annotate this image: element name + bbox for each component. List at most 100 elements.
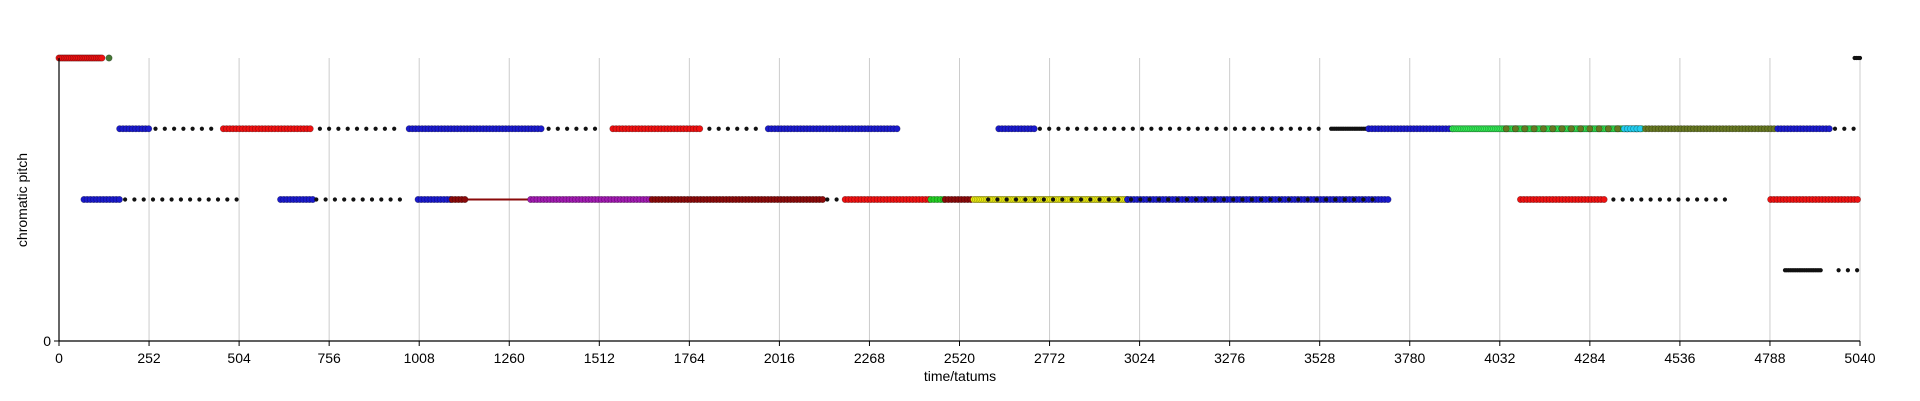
data-point: [153, 126, 158, 131]
data-point: [1140, 126, 1145, 131]
data-point: [1818, 268, 1823, 273]
data-point: [1667, 197, 1672, 202]
data-point: [1268, 197, 1273, 202]
data-point: [306, 125, 314, 133]
x-tick-label: 4284: [1574, 350, 1605, 366]
x-tick-label: 756: [317, 350, 341, 366]
x-tick-label: 5040: [1844, 350, 1875, 366]
data-point: [209, 126, 214, 131]
data-point: [1116, 197, 1121, 202]
data-point: [382, 126, 387, 131]
data-point: [314, 197, 319, 202]
data-point: [351, 197, 356, 202]
data-point: [1128, 197, 1134, 202]
data-point: [1567, 125, 1575, 133]
data-point: [388, 197, 393, 202]
data-point: [345, 126, 350, 131]
data-point: [181, 126, 186, 131]
x-tick-label: 3024: [1124, 350, 1155, 366]
data-point: [995, 197, 1000, 202]
x-tick-label: 504: [227, 350, 251, 366]
y-axis-label: chromatic pitch: [14, 153, 30, 247]
data-point: [986, 197, 991, 202]
data-point: [1857, 55, 1863, 61]
data-point: [169, 197, 174, 202]
data-point: [1845, 268, 1850, 273]
data-point: [546, 126, 551, 131]
data-point: [1106, 197, 1111, 202]
data-point: [707, 126, 712, 131]
data-point: [537, 125, 545, 133]
x-tick-label: 3528: [1304, 350, 1335, 366]
data-point: [1314, 197, 1319, 202]
data-point: [1259, 197, 1264, 202]
data-point: [1260, 126, 1265, 131]
data-point: [160, 197, 165, 202]
data-point: [323, 197, 328, 202]
data-point: [1069, 197, 1074, 202]
x-tick-label: 2016: [764, 350, 795, 366]
data-point: [1614, 125, 1622, 133]
data-point: [1539, 125, 1547, 133]
data-point: [178, 197, 183, 202]
data-point: [1832, 126, 1838, 131]
data-point: [162, 126, 167, 131]
x-tick-label: 4788: [1754, 350, 1785, 366]
data-point: [583, 126, 588, 131]
data-point: [1130, 126, 1135, 131]
data-point: [834, 197, 839, 202]
data-point: [1149, 126, 1154, 131]
data-point: [1158, 126, 1163, 131]
data-point: [1004, 197, 1009, 202]
x-tick-label: 2772: [1034, 350, 1065, 366]
data-point: [327, 126, 332, 131]
data-point: [1175, 197, 1180, 202]
x-tick-label: 1512: [584, 350, 615, 366]
data-point: [1854, 196, 1862, 204]
data-point: [1093, 126, 1098, 131]
data-point: [1305, 197, 1310, 202]
data-point: [132, 197, 137, 202]
data-point: [1316, 126, 1321, 131]
data-point: [206, 197, 211, 202]
y-tick-labels: 0: [43, 333, 59, 349]
data-point: [1205, 126, 1210, 131]
data-point: [1060, 197, 1065, 202]
x-tick-label: 0: [55, 350, 63, 366]
data-point: [369, 197, 375, 202]
data-point: [1384, 196, 1392, 204]
data-point: [1722, 197, 1727, 202]
data-point: [1223, 126, 1228, 131]
data-point: [893, 125, 901, 133]
data-point: [317, 126, 322, 131]
data-point: [1138, 197, 1143, 202]
data-point: [1242, 126, 1247, 131]
x-tick-label: 4032: [1484, 350, 1515, 366]
data-point: [1288, 126, 1293, 131]
data-point: [1361, 197, 1366, 202]
data-point: [1296, 197, 1301, 202]
data-point: [696, 125, 704, 133]
y-tick-label: 0: [43, 333, 51, 349]
data-point: [1013, 197, 1019, 202]
data-point: [1324, 197, 1329, 202]
data-point: [1604, 125, 1612, 133]
data-point: [1549, 125, 1557, 133]
data-point: [336, 126, 341, 131]
x-tick-label: 3780: [1394, 350, 1425, 366]
data-point: [735, 126, 740, 131]
data-point: [1121, 126, 1126, 131]
data-point: [1102, 126, 1107, 131]
x-tick-label: 2268: [854, 350, 885, 366]
x-axis-label: time/tatums: [924, 368, 996, 384]
data-point: [379, 197, 384, 202]
data-point: [1713, 197, 1718, 202]
data-point: [1047, 126, 1052, 131]
data-point: [1041, 197, 1046, 202]
data-point: [1855, 268, 1860, 273]
x-tick-label: 1260: [494, 350, 525, 366]
data-point: [1611, 197, 1616, 202]
data-point: [1075, 126, 1080, 131]
data-point: [1147, 197, 1152, 202]
